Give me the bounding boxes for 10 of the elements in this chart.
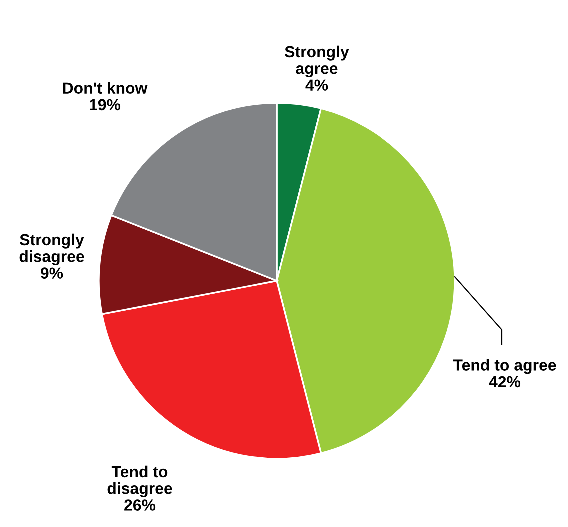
data-label: 26% bbox=[124, 500, 156, 511]
slice-label: Tend to disagree bbox=[108, 466, 172, 498]
slice-label: Tend to agree bbox=[453, 359, 556, 374]
data-label: 42% bbox=[489, 376, 521, 388]
data-label: 9% bbox=[41, 268, 64, 279]
slice-label: Strongly agree bbox=[285, 46, 350, 78]
slice-label: Strongly disagree bbox=[20, 234, 84, 266]
slice-label: Don't know bbox=[63, 82, 148, 94]
data-label: 4% bbox=[306, 80, 328, 91]
data-label: 19% bbox=[90, 99, 121, 111]
